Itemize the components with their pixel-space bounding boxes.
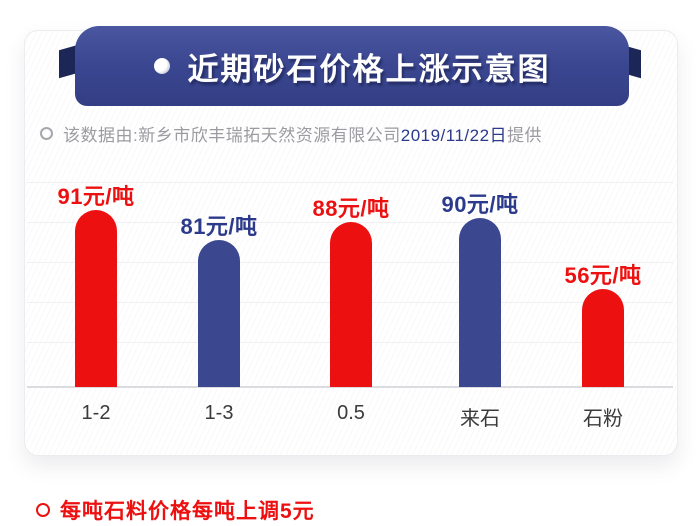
bar-column-laishi: 90元/吨 来石 (430, 160, 530, 430)
source-text: 该数据由:新乡市欣丰瑞拓天然资源有限公司2019/11/22日提供 (63, 121, 542, 146)
bar-1-2 (75, 210, 117, 387)
bar-category-label: 来石 (460, 408, 500, 430)
bar-category-label: 1-2 (81, 402, 111, 424)
bar-column-shifen: 56元/吨 石粉 (553, 160, 653, 430)
title-banner: 近期砂石价格上涨示意图 (75, 26, 629, 106)
bar-column-1-3: 81元/吨 1-3 (169, 160, 269, 430)
footer-note: 每吨石料价格每吨上调5元 (36, 495, 315, 525)
bar-value-label: 88元/吨 (312, 196, 390, 221)
bar-column-0-5: 88元/吨 0.5 (301, 160, 401, 430)
gridline (27, 182, 673, 183)
chart-title: 近期砂石价格上涨示意图 (187, 51, 551, 87)
x-axis-line (27, 386, 673, 388)
source-prefix: 该数据由:新乡市欣丰瑞拓天然资源有限公司 (63, 126, 401, 145)
bar-shifen (582, 289, 624, 387)
data-source-note: 该数据由:新乡市欣丰瑞拓天然资源有限公司2019/11/22日提供 (40, 121, 542, 146)
footer-text: 每吨石料价格每吨上调5元 (60, 500, 315, 523)
bar-0-5 (330, 222, 372, 387)
bar-value-label: 56元/吨 (564, 263, 642, 288)
source-suffix: 提供 (507, 126, 543, 145)
bar-1-3 (198, 240, 240, 387)
bar-value-label: 91元/吨 (57, 184, 135, 209)
bar-laishi (459, 218, 501, 387)
title-bullet-icon (153, 58, 170, 74)
source-bullet-icon (40, 127, 53, 140)
footer-bullet-icon (36, 503, 50, 517)
bar-value-label: 81元/吨 (180, 214, 258, 239)
source-date: 2019/11/22日 (400, 126, 508, 145)
bar-category-label: 0.5 (337, 402, 365, 424)
bar-category-label: 石粉 (583, 408, 623, 430)
bar-column-1-2: 91元/吨 1-2 (46, 160, 146, 430)
bar-value-label: 90元/吨 (441, 192, 519, 217)
bar-category-label: 1-3 (204, 402, 234, 424)
